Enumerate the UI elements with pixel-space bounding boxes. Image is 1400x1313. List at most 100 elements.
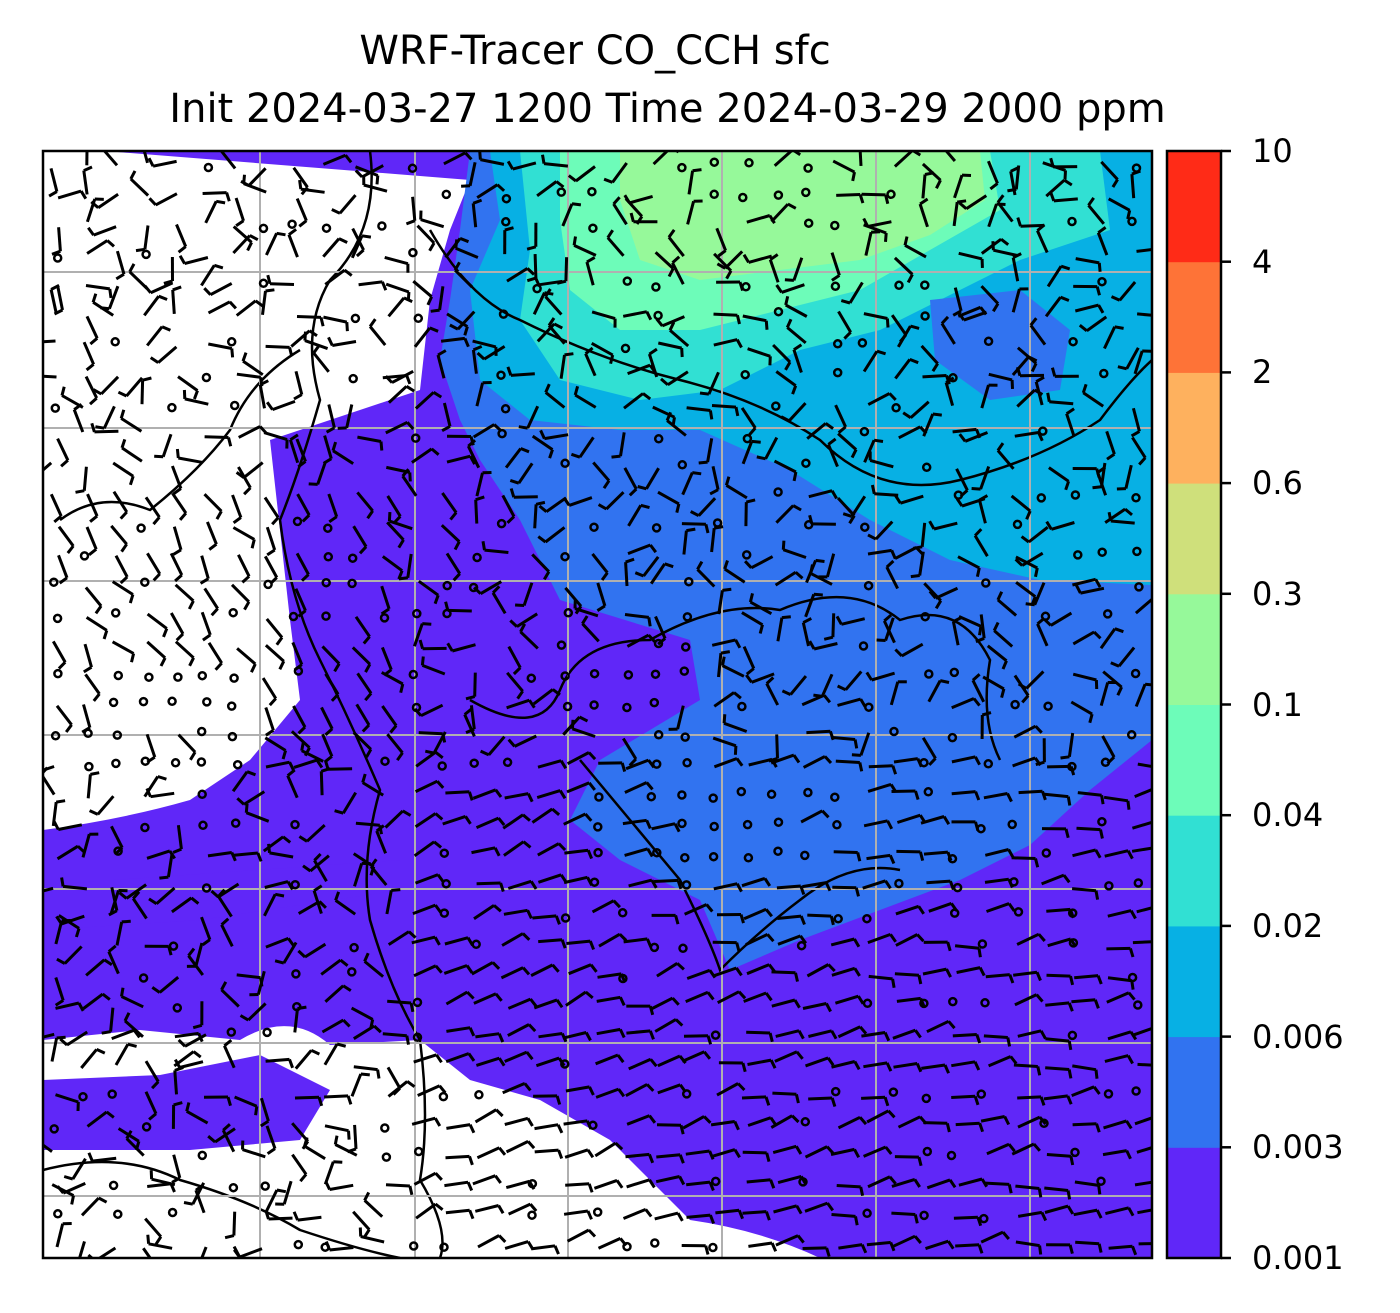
- wind-barb: [85, 616, 109, 640]
- wind-barb: [862, 349, 887, 373]
- wind-barb: [1046, 264, 1071, 288]
- calm-wind-circle: [501, 193, 512, 204]
- wind-barb: [649, 562, 674, 585]
- wind-barb: [713, 966, 743, 978]
- wind-barb: [862, 217, 892, 228]
- wind-barb: [1096, 466, 1108, 496]
- colorbar-segment: [1167, 372, 1221, 484]
- calm-wind-circle: [497, 428, 507, 439]
- wind-barb: [83, 643, 93, 674]
- wind-barb: [1137, 1062, 1152, 1067]
- calm-wind-circle: [920, 611, 930, 622]
- wind-barb: [771, 998, 801, 1009]
- wind-barb: [862, 879, 892, 890]
- wind-barb: [806, 963, 836, 978]
- calm-wind-circle: [52, 613, 63, 624]
- calm-wind-circle: [833, 914, 843, 924]
- wind-barb: [973, 528, 989, 557]
- wind-barb: [174, 640, 195, 667]
- wind-barb: [951, 1094, 980, 1106]
- wind-barb: [1074, 974, 1103, 985]
- calm-wind-circle: [167, 402, 177, 413]
- wind-barb: [746, 1178, 776, 1189]
- wind-barb: [775, 283, 805, 294]
- wind-barb: [530, 963, 560, 977]
- wind-barb: [80, 1048, 106, 1069]
- wind-barb: [472, 1174, 502, 1186]
- wind-barb: [837, 432, 858, 459]
- wind-barb: [926, 1019, 956, 1034]
- wind-barb: [565, 990, 594, 1007]
- wind-barb: [921, 1063, 950, 1074]
- wind-barb: [623, 194, 654, 205]
- wind-barb: [386, 521, 405, 549]
- calm-wind-circle: [801, 187, 811, 198]
- wind-barb: [627, 503, 650, 527]
- wind-barb: [988, 372, 1014, 389]
- wind-barb: [85, 315, 99, 346]
- calm-wind-circle: [1097, 547, 1107, 557]
- wind-barb: [591, 552, 609, 581]
- calm-wind-circle: [593, 847, 603, 858]
- wind-barb: [570, 719, 596, 738]
- wind-barb: [715, 227, 727, 258]
- wind-barb: [597, 491, 625, 511]
- wind-barb: [953, 1215, 983, 1227]
- wind-barb: [893, 256, 914, 284]
- wind-barb: [120, 438, 143, 463]
- calm-wind-circle: [474, 1090, 484, 1100]
- wind-barb: [625, 1083, 655, 1098]
- wind-barb: [996, 442, 1015, 470]
- wind-barb: [173, 1058, 204, 1069]
- wind-barb: [356, 672, 373, 702]
- wind-barb: [951, 790, 981, 801]
- wind-barb: [323, 1042, 347, 1066]
- wind-barb: [171, 1154, 182, 1184]
- wind-barb: [591, 899, 621, 914]
- wind-barb: [686, 406, 714, 420]
- calm-wind-circle: [502, 757, 513, 768]
- wind-barb: [581, 615, 600, 643]
- wind-barb: [622, 310, 653, 321]
- wind-barb: [1102, 670, 1123, 696]
- wind-barb: [713, 757, 744, 769]
- wind-barb: [1131, 436, 1147, 466]
- wind-barb: [1012, 756, 1042, 768]
- wind-barb: [711, 404, 740, 417]
- colorbar-segment: [1167, 925, 1221, 1038]
- wind-barb: [951, 755, 981, 766]
- calm-wind-circle: [894, 878, 904, 889]
- wind-barb: [414, 812, 444, 829]
- calm-wind-circle: [589, 522, 599, 532]
- calm-wind-circle: [741, 282, 751, 292]
- wind-barb: [224, 1211, 237, 1240]
- wind-barb: [785, 318, 807, 345]
- wind-barb: [1099, 681, 1117, 707]
- calm-wind-circle: [1131, 1086, 1141, 1096]
- wind-barb: [446, 454, 477, 465]
- wind-barb: [324, 1124, 351, 1140]
- wind-barb: [776, 884, 806, 895]
- wind-barb: [539, 429, 569, 441]
- wind-barb: [541, 154, 569, 168]
- calm-wind-circle: [860, 522, 870, 532]
- coastline-sw: [59, 348, 301, 522]
- wind-barb: [43, 374, 57, 379]
- wind-barb: [808, 489, 838, 500]
- wind-barb: [1011, 355, 1038, 376]
- wind-barb: [502, 813, 531, 830]
- calm-wind-circle: [260, 1181, 270, 1191]
- wind-barb: [711, 638, 742, 649]
- wind-barb: [562, 496, 593, 507]
- wind-barb: [504, 447, 530, 469]
- wind-barb: [444, 601, 472, 613]
- chart-title-line1: WRF-Tracer CO_CCH sfc: [359, 28, 831, 74]
- calm-wind-circle: [888, 1087, 899, 1097]
- calm-wind-circle: [144, 672, 154, 682]
- wind-barb: [474, 1204, 505, 1215]
- calm-wind-circle: [803, 218, 814, 228]
- calm-wind-circle: [1012, 519, 1023, 530]
- calm-wind-circle: [652, 847, 662, 858]
- wind-barb: [78, 1240, 86, 1258]
- wind-barb: [128, 263, 149, 290]
